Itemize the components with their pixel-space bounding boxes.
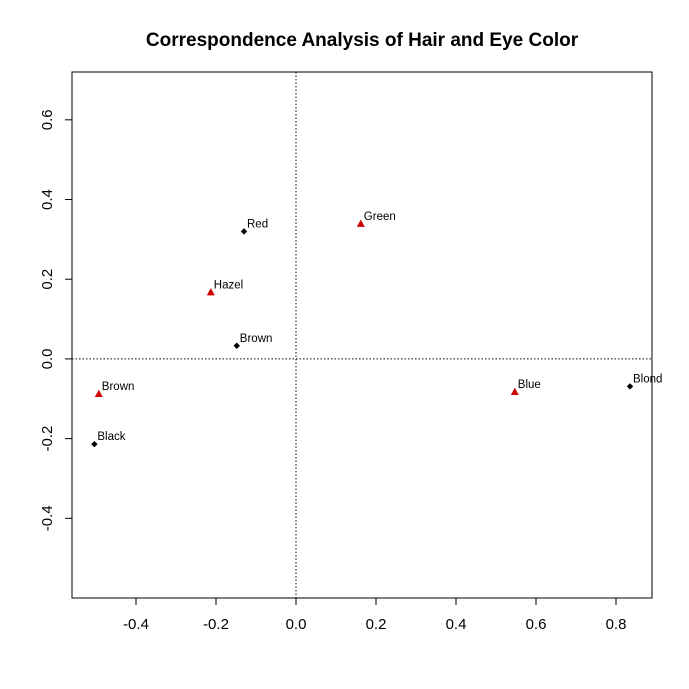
data-point-diamond xyxy=(626,383,634,390)
x-tick-label: 0.8 xyxy=(606,616,627,633)
data-point-label: Brown xyxy=(102,381,135,393)
data-point-diamond xyxy=(233,342,240,349)
data-point-triangle xyxy=(94,389,103,397)
data-point-label: Blue xyxy=(518,379,541,391)
data-point-label: Blond xyxy=(633,373,662,385)
chart-title: Correspondence Analysis of Hair and Eye … xyxy=(146,30,579,51)
data-point-label: Black xyxy=(97,431,125,443)
data-point-triangle xyxy=(356,219,365,227)
x-tick-label: 0.2 xyxy=(366,616,387,633)
data-point-diamond xyxy=(240,228,248,235)
y-tick-label: -0.2 xyxy=(39,426,56,452)
data-point-triangle xyxy=(510,387,519,395)
plot-frame xyxy=(71,71,653,599)
y-tick-label: 0.2 xyxy=(39,269,56,290)
data-point-label: Brown xyxy=(240,333,273,345)
data-point-diamond xyxy=(91,440,98,448)
x-tick-label: 0.0 xyxy=(286,616,307,633)
y-tick-label: 0.6 xyxy=(39,109,56,130)
plot-area: -0.4 -0.2 0.0 0.2 0.4 0.6 0.8 -0.4 -0.2 0.0 0.2 0.4… xyxy=(39,71,662,633)
y-tick-label: -0.4 xyxy=(39,505,56,531)
x-tick-label: -0.4 xyxy=(123,616,149,633)
x-tick-label: 0.4 xyxy=(446,616,467,633)
x-tick-label: -0.2 xyxy=(203,616,229,633)
data-point-label: Hazel xyxy=(214,279,243,291)
x-tick-label: 0.6 xyxy=(526,616,547,633)
data-point-label: Red xyxy=(247,218,268,230)
y-tick-label: 0.0 xyxy=(39,348,56,369)
y-tick-label: 0.4 xyxy=(39,189,56,210)
data-point-triangle xyxy=(206,288,215,296)
data-point-label: Green xyxy=(364,211,396,223)
